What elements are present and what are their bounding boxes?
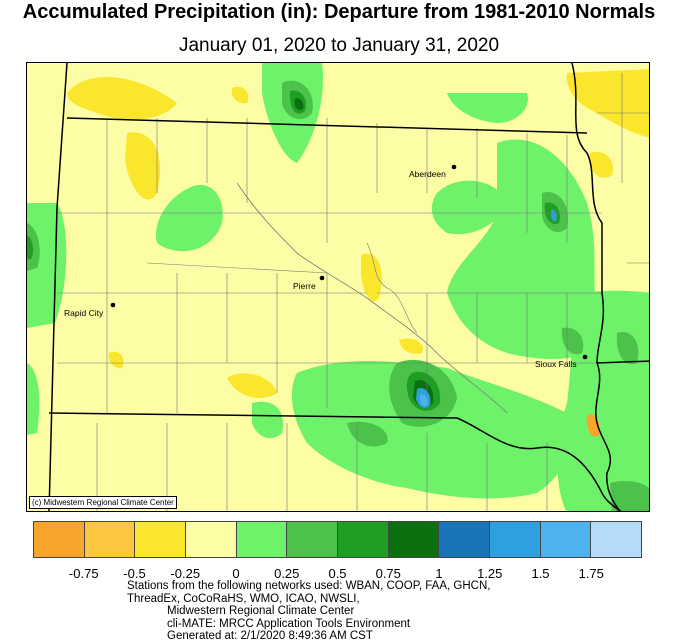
city-marker	[319, 275, 325, 281]
footer-line: Midwestern Regional Climate Center	[167, 605, 355, 617]
copyright-notice: (c) Midwestern Regional Climate Center	[29, 496, 177, 509]
legend-swatch	[287, 522, 339, 557]
legend-swatch	[388, 522, 440, 557]
city-label: Sioux Falls	[535, 359, 577, 369]
legend-swatch	[84, 522, 136, 557]
dry-areas	[67, 69, 649, 398]
precipitation-map: Aberdeen Pierre Rapid City Sioux Falls (…	[26, 62, 650, 512]
legend-swatch	[439, 522, 491, 557]
legend-swatch	[490, 522, 541, 557]
legend-tick-label: -0.75	[68, 566, 99, 581]
map-title: Accumulated Precipitation (in): Departur…	[22, 1, 656, 23]
city-aberdeen: Aberdeen	[409, 164, 457, 179]
legend-tick-label: 0.25	[274, 566, 300, 581]
footer-line: Generated at: 2/1/2020 8:49:36 AM CST	[167, 630, 373, 642]
legend-tick-label: 0.5	[328, 566, 347, 581]
legend-tick-label: -0.5	[123, 566, 146, 581]
max-wet-areas	[419, 394, 428, 406]
footer-line: cli-MATE: MRCC Application Tools Environ…	[167, 617, 411, 630]
legend-swatch	[338, 522, 389, 557]
city-label: Pierre	[293, 281, 316, 291]
legend-swatch	[236, 522, 288, 557]
city-marker	[582, 354, 588, 360]
legend-tick-label: -0.25	[170, 566, 201, 581]
city-label: Aberdeen	[409, 169, 446, 179]
city-marker	[451, 164, 457, 170]
legend-tick-label: 1.25	[477, 566, 503, 581]
legend-tick-label: 1.75	[578, 566, 604, 581]
footer-notes: Stations from the following networks use…	[127, 580, 490, 643]
map-subtitle: January 01, 2020 to January 31, 2020	[178, 35, 500, 56]
color-legend	[33, 521, 642, 558]
county-lines	[57, 73, 649, 511]
city-rapid-city: Rapid City	[64, 302, 116, 318]
legend-swatch	[540, 522, 592, 557]
moderate-wet-areas	[27, 80, 649, 511]
state-borders	[48, 63, 649, 511]
city-marker	[110, 302, 116, 308]
legend-tick-label: 1.5	[531, 566, 550, 581]
legend-swatch	[591, 522, 642, 557]
map-canvas: Aberdeen Pierre Rapid City Sioux Falls	[27, 63, 649, 511]
missouri-river	[236, 182, 508, 414]
city-pierre: Pierre	[293, 275, 325, 291]
city-label: Rapid City	[64, 308, 104, 318]
legend-tick-label: 1	[435, 566, 443, 581]
footer-line: ThreadEx, CoCoRaHS, WMO, ICAO, NWSLI,	[127, 592, 360, 605]
legend-swatch	[135, 522, 187, 557]
legend-swatch	[34, 522, 85, 557]
city-sioux-falls: Sioux Falls	[535, 354, 588, 369]
footer-line: Stations from the following networks use…	[127, 580, 491, 592]
legend-swatch	[186, 522, 237, 557]
legend-tick-label: 0.75	[375, 566, 401, 581]
legend-tick-label: 0	[232, 566, 240, 581]
